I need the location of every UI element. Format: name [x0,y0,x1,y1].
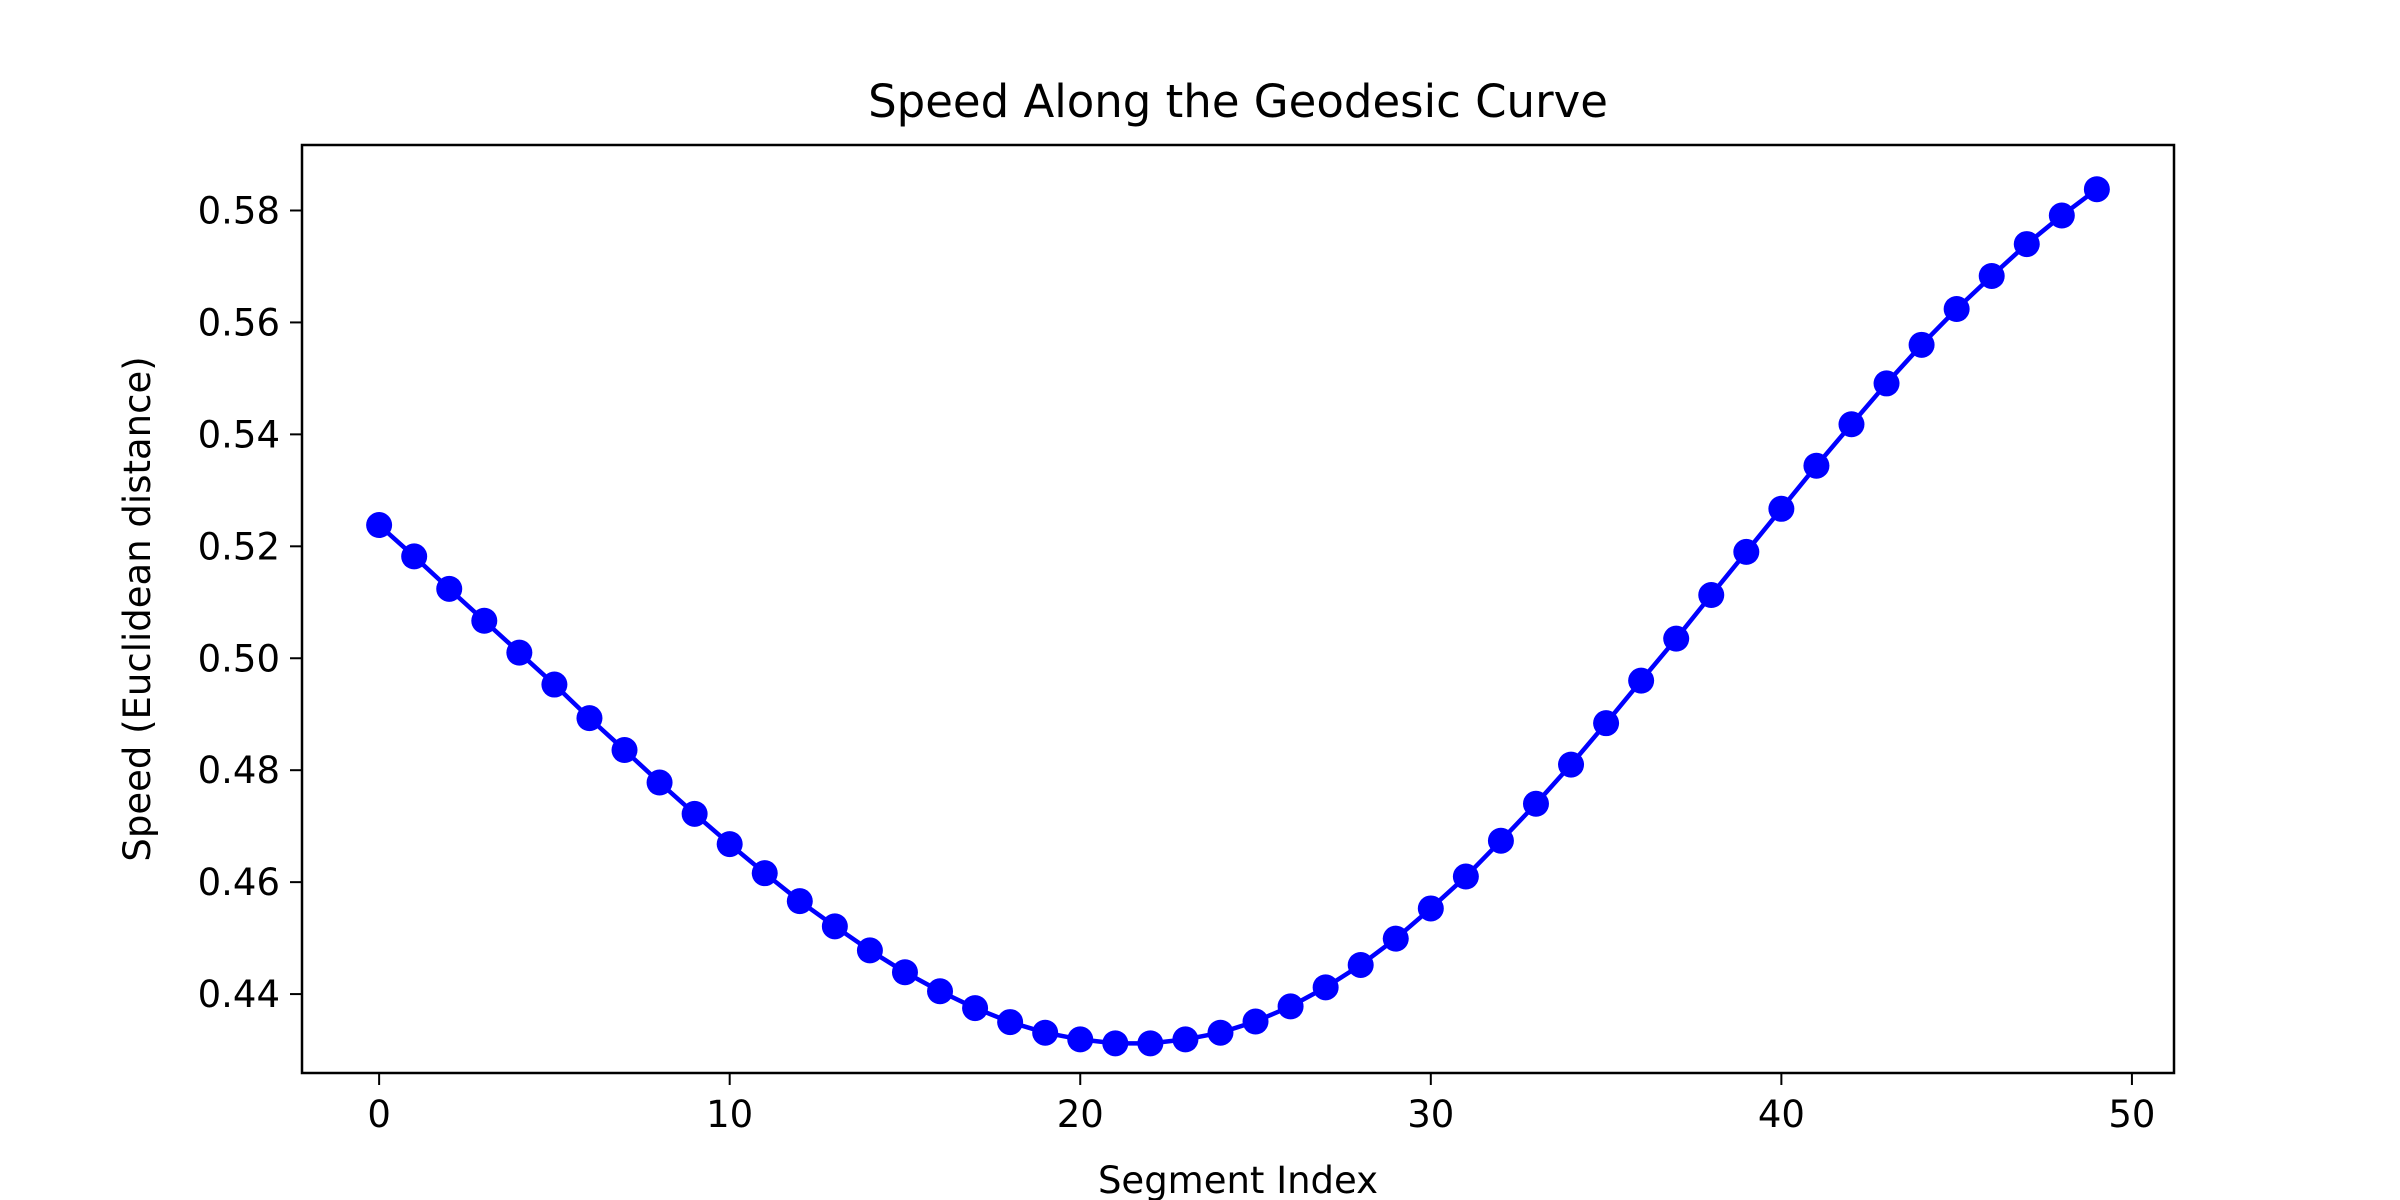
data-point [366,512,393,539]
data-point [856,937,883,964]
data-point [541,671,568,698]
data-point [1172,1026,1199,1053]
data-point [786,888,813,915]
plot-frame [300,143,2176,1075]
y-tick-label: 0.58 [198,189,280,232]
data-point [1733,538,1760,565]
data-point [576,705,603,732]
x-tick-label: 20 [1057,1093,1104,1136]
data-point [1698,582,1725,609]
y-tick-label: 0.54 [198,413,280,456]
data-point [1838,411,1865,438]
data-point [471,607,498,634]
data-point [962,995,989,1022]
data-point [1312,974,1339,1001]
data-point [1067,1026,1094,1053]
x-axis-ticks: 0 10 20 30 40 50 [367,1073,2155,1136]
data-point [1768,495,1795,522]
series-line [377,187,2099,1046]
data-point [1593,710,1620,737]
data-point [1908,331,1935,358]
series-layer [366,176,2110,1057]
x-tick-label: 50 [2108,1093,2155,1136]
data-point [1207,1019,1234,1046]
data-point [436,575,463,602]
y-tick-label: 0.46 [198,861,280,904]
y-axis-ticks: 0.44 0.46 0.48 0.50 0.52 0.54 0.56 0.58 [198,189,302,1016]
x-tick-label: 10 [706,1093,753,1136]
data-point [2013,231,2040,258]
data-point [1873,370,1900,397]
data-point [1522,790,1549,817]
y-tick-label: 0.50 [198,637,280,680]
data-point [716,831,743,858]
data-point [1382,925,1409,952]
data-point [751,860,778,887]
data-point [1558,751,1585,778]
y-tick-label: 0.44 [198,973,280,1016]
data-point [681,800,708,827]
data-point [611,737,638,764]
x-tick-label: 0 [367,1093,391,1136]
data-point [1277,993,1304,1020]
data-point [1663,625,1690,652]
y-tick-label: 0.52 [198,525,280,568]
data-point [646,769,673,796]
data-point [1452,863,1479,890]
y-tick-label: 0.56 [198,301,280,344]
data-point [927,978,954,1005]
data-point [1417,895,1444,922]
data-point [1032,1019,1059,1046]
data-point [1137,1030,1164,1057]
x-tick-label: 30 [1407,1093,1454,1136]
data-point [401,543,428,570]
data-point [1943,295,1970,322]
data-point [2083,176,2110,203]
data-point [1242,1008,1269,1035]
x-axis-label: Segment Index [1098,1159,1378,1200]
data-point [1803,452,1830,479]
data-point [891,959,918,986]
y-axis-label: Speed (Euclidean distance) [116,356,159,861]
data-point [821,913,848,940]
x-tick-label: 40 [1758,1093,1805,1136]
chart-title: Speed Along the Geodesic Curve [868,75,1608,128]
data-point [1347,951,1374,978]
data-point [1628,667,1655,694]
data-point [506,639,533,666]
data-point [1102,1030,1129,1057]
data-point [1487,827,1514,854]
data-point [997,1009,1024,1036]
y-tick-label: 0.48 [198,749,280,792]
data-point [2048,202,2075,229]
data-point [1978,262,2005,289]
